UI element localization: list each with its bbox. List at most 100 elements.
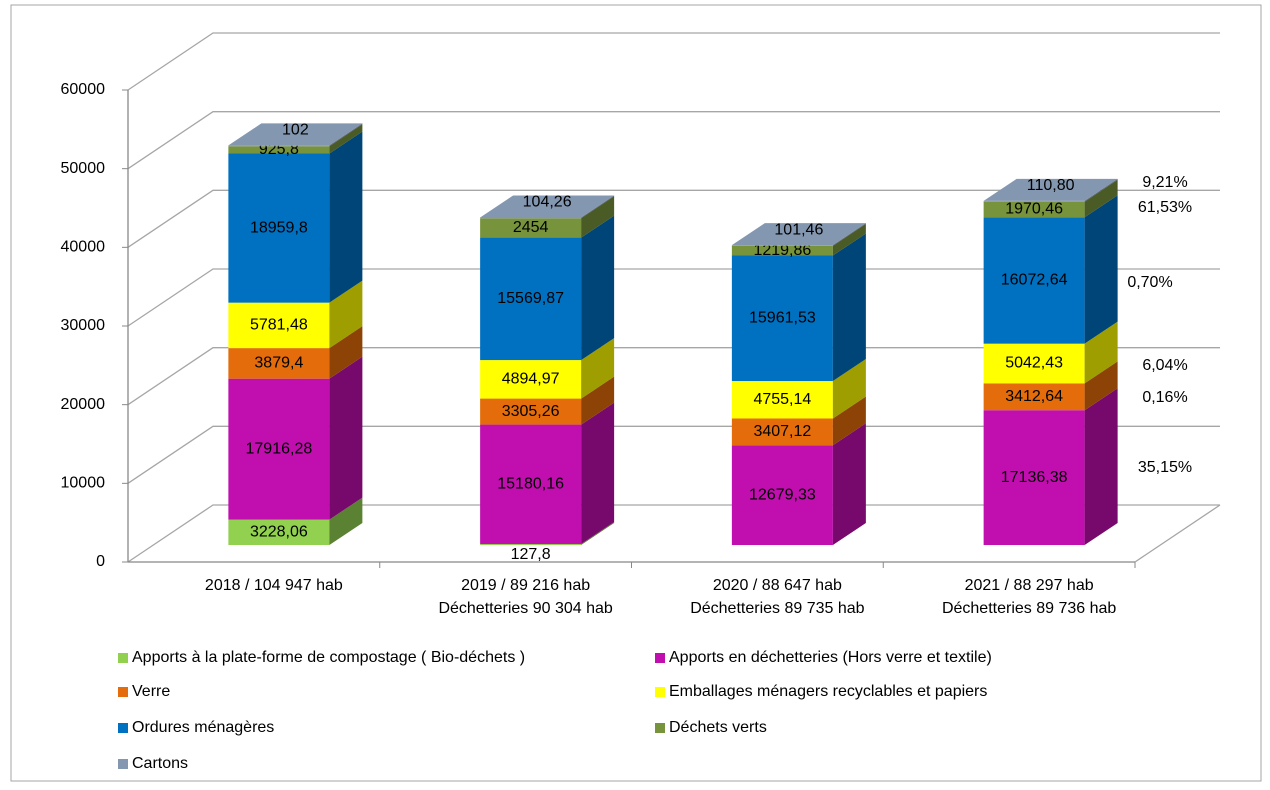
bar-side [832, 396, 866, 446]
bar-front [228, 302, 330, 349]
bar-side [329, 326, 363, 379]
grid-line [127, 111, 1220, 170]
data-label: 101,46 [774, 221, 823, 238]
bar-side [329, 131, 363, 303]
bar-side [832, 359, 866, 419]
bar-side [329, 356, 363, 520]
data-label: 3228,06 [250, 524, 308, 541]
data-label: 15961,53 [749, 309, 816, 326]
grid-line [127, 425, 1220, 484]
data-label: 3305,26 [502, 403, 560, 420]
bar-side [329, 124, 363, 154]
bar-side [1084, 388, 1118, 545]
annotation: 0,70% [1127, 274, 1172, 291]
data-label: 15569,87 [497, 290, 564, 307]
y-tick-label: 50000 [61, 160, 106, 177]
x-tick-label: 2018 / 104 947 hab [205, 577, 343, 594]
annotation: 9,21% [1142, 174, 1187, 191]
bar-front [228, 378, 330, 520]
bar-front [228, 146, 330, 154]
bar-side [832, 233, 866, 382]
bar-side [1084, 361, 1118, 411]
bar-front [983, 343, 1085, 384]
bar-front [983, 201, 1085, 218]
bar-front [983, 200, 1085, 202]
bar-front [228, 519, 330, 545]
y-tick-label: 40000 [61, 239, 106, 256]
data-label: 5781,48 [250, 317, 308, 334]
data-label: 16072,64 [1001, 272, 1068, 289]
x-tick-line: Déchetteries 89 736 hab [942, 600, 1116, 617]
x-tick-line: Déchetteries 90 304 hab [438, 600, 612, 617]
x-tick-line: 2021 / 88 297 hab [965, 577, 1094, 594]
bar-top [983, 178, 1118, 201]
legend-label: Cartons [132, 755, 188, 772]
y-tick-label: 20000 [61, 396, 106, 413]
bar-front [983, 217, 1085, 344]
legend-swatch [655, 687, 665, 697]
bar-top [731, 223, 866, 246]
data-label: 102 [282, 122, 309, 139]
bar-side [329, 497, 363, 545]
data-label: 18959,8 [250, 219, 308, 236]
annotation: 6,04% [1142, 357, 1187, 374]
legend-label: Déchets verts [669, 719, 767, 736]
bar-side [832, 223, 866, 246]
legend-swatch [118, 687, 128, 697]
data-label: 15180,16 [497, 476, 564, 493]
data-label: 5042,43 [1005, 355, 1063, 372]
data-label: 3407,12 [753, 423, 811, 440]
grid-line [127, 268, 1220, 327]
annotation: 61,53% [1138, 199, 1192, 216]
grid-line [127, 189, 1220, 248]
bar-front [480, 424, 582, 544]
x-tick-line: 2020 / 88 647 hab [713, 577, 842, 594]
bar-side [581, 338, 615, 399]
data-label: 4894,97 [502, 371, 560, 388]
bar-front [480, 543, 582, 545]
data-label: 17136,38 [1001, 469, 1068, 486]
bar-side [581, 376, 615, 425]
data-label: 12679,33 [749, 486, 816, 503]
y-tick-label: 30000 [61, 317, 106, 334]
bar-front [480, 398, 582, 425]
bar-side [1084, 178, 1118, 202]
legend-swatch [118, 759, 128, 769]
bar-side [581, 402, 615, 544]
data-label: 2454 [513, 219, 549, 236]
legend-swatch [118, 653, 128, 663]
grid-line [127, 504, 1220, 563]
bar-side [1084, 179, 1118, 218]
bar-front [480, 237, 582, 361]
floor-edge [1134, 504, 1221, 563]
data-label: 3412,64 [1005, 388, 1063, 405]
grid-line [127, 32, 1220, 91]
legend-swatch [655, 723, 665, 733]
annotation: 35,15% [1138, 459, 1192, 476]
bar-side [1084, 195, 1118, 344]
data-label: 1970,46 [1005, 201, 1063, 218]
bar-front [228, 153, 330, 303]
bar-side [1084, 321, 1118, 384]
bar-front [731, 381, 833, 419]
data-label: 17916,28 [246, 440, 313, 457]
legend-swatch [655, 653, 665, 663]
bar-side [832, 423, 866, 545]
bar-side [329, 280, 363, 349]
bar-top [228, 123, 363, 146]
legend-swatch [118, 723, 128, 733]
x-tick-label: 2019 / 89 216 hab Déchetteries 90 304 hab [438, 577, 612, 617]
bar-front [480, 360, 582, 399]
bar-side [581, 521, 615, 545]
bar-front [228, 145, 330, 147]
y-tick-label: 10000 [61, 475, 106, 492]
data-label: 104,26 [523, 194, 572, 211]
bar-front [731, 245, 833, 256]
legend-label: Apports à la plate-forme de compostage (… [132, 649, 525, 666]
legend-label: Ordures ménagères [132, 719, 274, 736]
bar-front [983, 410, 1085, 545]
bar-side [581, 195, 615, 219]
data-label: 3879,4 [254, 355, 303, 372]
x-tick-line: 2018 / 104 947 hab [205, 577, 343, 594]
